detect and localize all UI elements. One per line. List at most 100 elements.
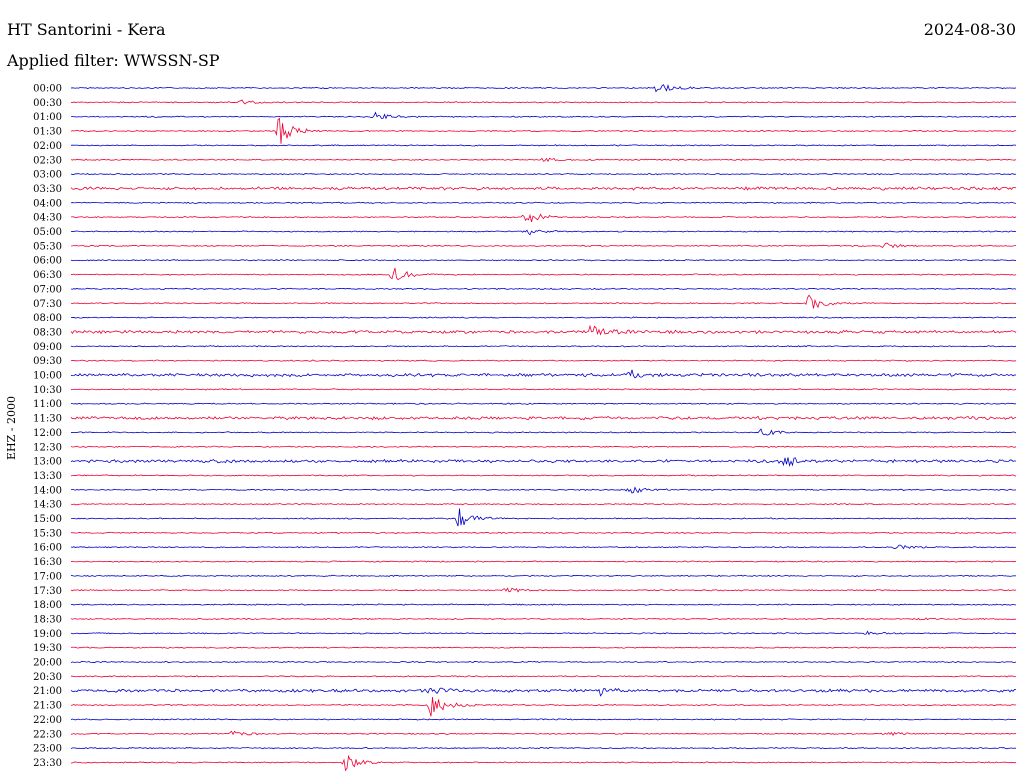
trace-line [70, 754, 1017, 772]
trace-line [70, 687, 1017, 697]
row-time-label: 09:00 [33, 342, 62, 353]
trace-line [70, 646, 1017, 649]
row-time-label: 18:30 [33, 614, 62, 625]
trace-line [70, 229, 1017, 236]
trace-line [70, 544, 1017, 550]
trace-line [70, 428, 1017, 436]
trace-line [70, 503, 1017, 506]
trace-line [70, 746, 1017, 750]
row-time-label: 06:30 [33, 270, 62, 281]
trace-line [70, 388, 1017, 391]
row-time-label: 04:30 [33, 213, 62, 224]
row-time-label: 07:30 [33, 299, 62, 310]
row-time-label: 08:30 [33, 327, 62, 338]
trace-line [70, 603, 1017, 606]
row-time-label: 02:30 [33, 155, 62, 166]
trace-line [70, 445, 1017, 448]
row-time-label: 17:00 [33, 571, 62, 582]
trace-line [70, 242, 1017, 249]
row-time-label: 02:00 [33, 141, 62, 152]
row-time-label: 07:00 [33, 284, 62, 295]
row-time-label: 19:30 [33, 643, 62, 654]
row-time-label: 20:00 [33, 658, 62, 669]
trace-line [70, 83, 1017, 93]
row-time-label: 20:30 [33, 672, 62, 683]
trace-line [70, 617, 1017, 621]
trace-line [70, 316, 1017, 319]
trace-line [70, 201, 1017, 204]
trace-line [70, 587, 1017, 593]
station-title: HT Santorini - Kera [7, 20, 166, 39]
row-time-label: 12:00 [33, 428, 62, 439]
trace-line [70, 730, 1017, 737]
row-time-label: 00:00 [33, 84, 62, 95]
row-time-label: 11:00 [33, 399, 62, 410]
trace-line [70, 369, 1017, 379]
trace-line [70, 574, 1017, 578]
trace-line [70, 267, 1017, 281]
row-time-label: 21:30 [33, 701, 62, 712]
row-time-label: 05:00 [33, 227, 62, 238]
trace-line [70, 718, 1017, 721]
row-time-label: 14:00 [33, 485, 62, 496]
row-time-label: 08:00 [33, 313, 62, 324]
row-time-label: 23:30 [33, 758, 62, 769]
row-time-label: 13:30 [33, 471, 62, 482]
row-time-label: 09:30 [33, 356, 62, 367]
row-time-label: 04:00 [33, 198, 62, 209]
trace-line [70, 508, 1017, 527]
row-time-label: 14:30 [33, 500, 62, 511]
row-time-label: 18:00 [33, 600, 62, 611]
trace-line [70, 186, 1017, 191]
row-time-label: 01:00 [33, 112, 62, 123]
row-time-label: 15:00 [33, 514, 62, 525]
trace-line [70, 213, 1017, 222]
trace-line [70, 402, 1017, 405]
trace-line [70, 345, 1017, 348]
trace-line [70, 99, 1017, 105]
row-time-label: 10:30 [33, 385, 62, 396]
trace-line [70, 531, 1017, 534]
row-time-label: 19:00 [33, 629, 62, 640]
trace-line [70, 696, 1017, 717]
trace-line [70, 144, 1017, 147]
row-time-label: 03:30 [33, 184, 62, 195]
row-time-label: 10:00 [33, 371, 62, 382]
row-time-label: 03:00 [33, 170, 62, 181]
row-time-label: 23:00 [33, 744, 62, 755]
trace-line [70, 287, 1017, 291]
trace-line [70, 660, 1017, 664]
trace-line [70, 359, 1017, 362]
row-time-label: 12:30 [33, 442, 62, 453]
row-time-label: 21:00 [33, 686, 62, 697]
row-time-label: 16:30 [33, 557, 62, 568]
trace-line [70, 474, 1017, 477]
trace-line [70, 294, 1017, 309]
trace-line [70, 172, 1017, 176]
row-time-label: 06:00 [33, 256, 62, 267]
trace-line [70, 560, 1017, 563]
row-time-label: 05:30 [33, 241, 62, 252]
row-time-label: 01:30 [33, 127, 62, 138]
row-time-label: 16:00 [33, 543, 62, 554]
row-time-label: 11:30 [33, 414, 62, 425]
trace-line [70, 675, 1017, 678]
trace-line [70, 630, 1017, 636]
row-time-label: 13:00 [33, 457, 62, 468]
trace-line [70, 111, 1017, 120]
filter-label: Applied filter: WWSSN-SP [7, 51, 220, 70]
trace-line [70, 117, 1017, 144]
row-time-label: 22:00 [33, 715, 62, 726]
row-time-label: 17:30 [33, 586, 62, 597]
row-time-label: 15:30 [33, 528, 62, 539]
trace-line [70, 415, 1017, 421]
trace-line [70, 457, 1017, 468]
date-label: 2024-08-30 [923, 20, 1016, 39]
trace-line [70, 259, 1017, 262]
row-time-label: 22:30 [33, 729, 62, 740]
trace-line [70, 157, 1017, 163]
trace-line [70, 324, 1017, 336]
row-time-label: 00:30 [33, 98, 62, 109]
trace-line [70, 486, 1017, 494]
